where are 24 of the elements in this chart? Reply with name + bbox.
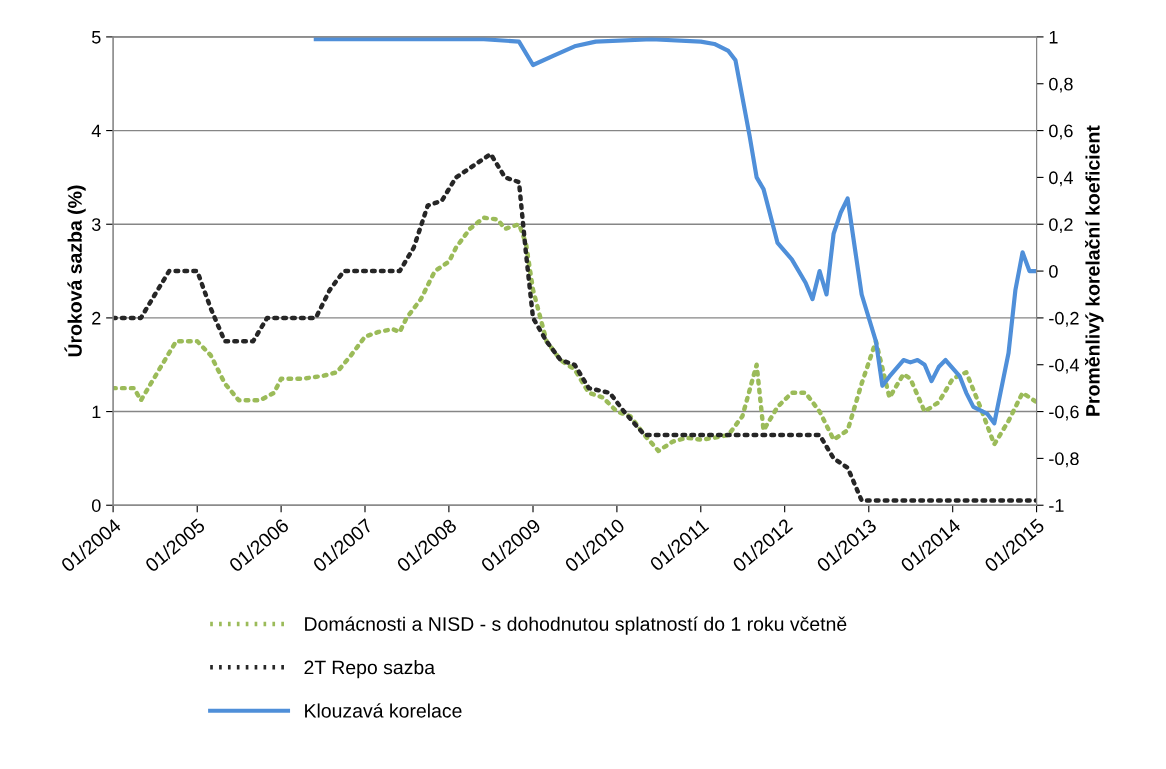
y2-tick-label: -0,6 <box>1049 405 1079 421</box>
y-tick-label: 2 <box>92 311 101 325</box>
y2-tick-label: -1 <box>1049 499 1064 512</box>
line-series <box>313 37 1037 426</box>
y2-tick-label: -0,2 <box>1049 311 1079 327</box>
y2-tick-label: 0,2 <box>1049 218 1073 234</box>
y-axis-title: Úroková sazba (%) <box>64 185 86 357</box>
y2-tick-label: 0,4 <box>1049 171 1073 187</box>
y-tick-label: 5 <box>91 31 101 44</box>
y2-tick-label: 0 <box>1049 265 1058 278</box>
y2-tick-label: 0,8 <box>1049 77 1073 93</box>
legend-label: Domácnosti a NISD - s dohodnutou splatností do 1 roku včetně <box>305 616 847 635</box>
y-tick-label: 0 <box>91 499 101 512</box>
line-series <box>113 215 1037 454</box>
y2-tick-label: -0,8 <box>1049 452 1079 468</box>
y2-axis-title: Proměnlivý korelační koeficient <box>1085 125 1104 416</box>
y2-tick-label: 1 <box>1049 31 1058 44</box>
legend-label: 2T Repo sazba <box>304 660 436 679</box>
y2-tick-label: 0,6 <box>1049 124 1073 140</box>
y-tick-label: 4 <box>91 124 101 138</box>
y-tick-label: 3 <box>91 218 101 231</box>
legend-label: Klouzavá korelace <box>305 703 462 718</box>
y2-tick-label: -0,4 <box>1049 358 1079 374</box>
y-tick-label: 1 <box>92 405 101 419</box>
